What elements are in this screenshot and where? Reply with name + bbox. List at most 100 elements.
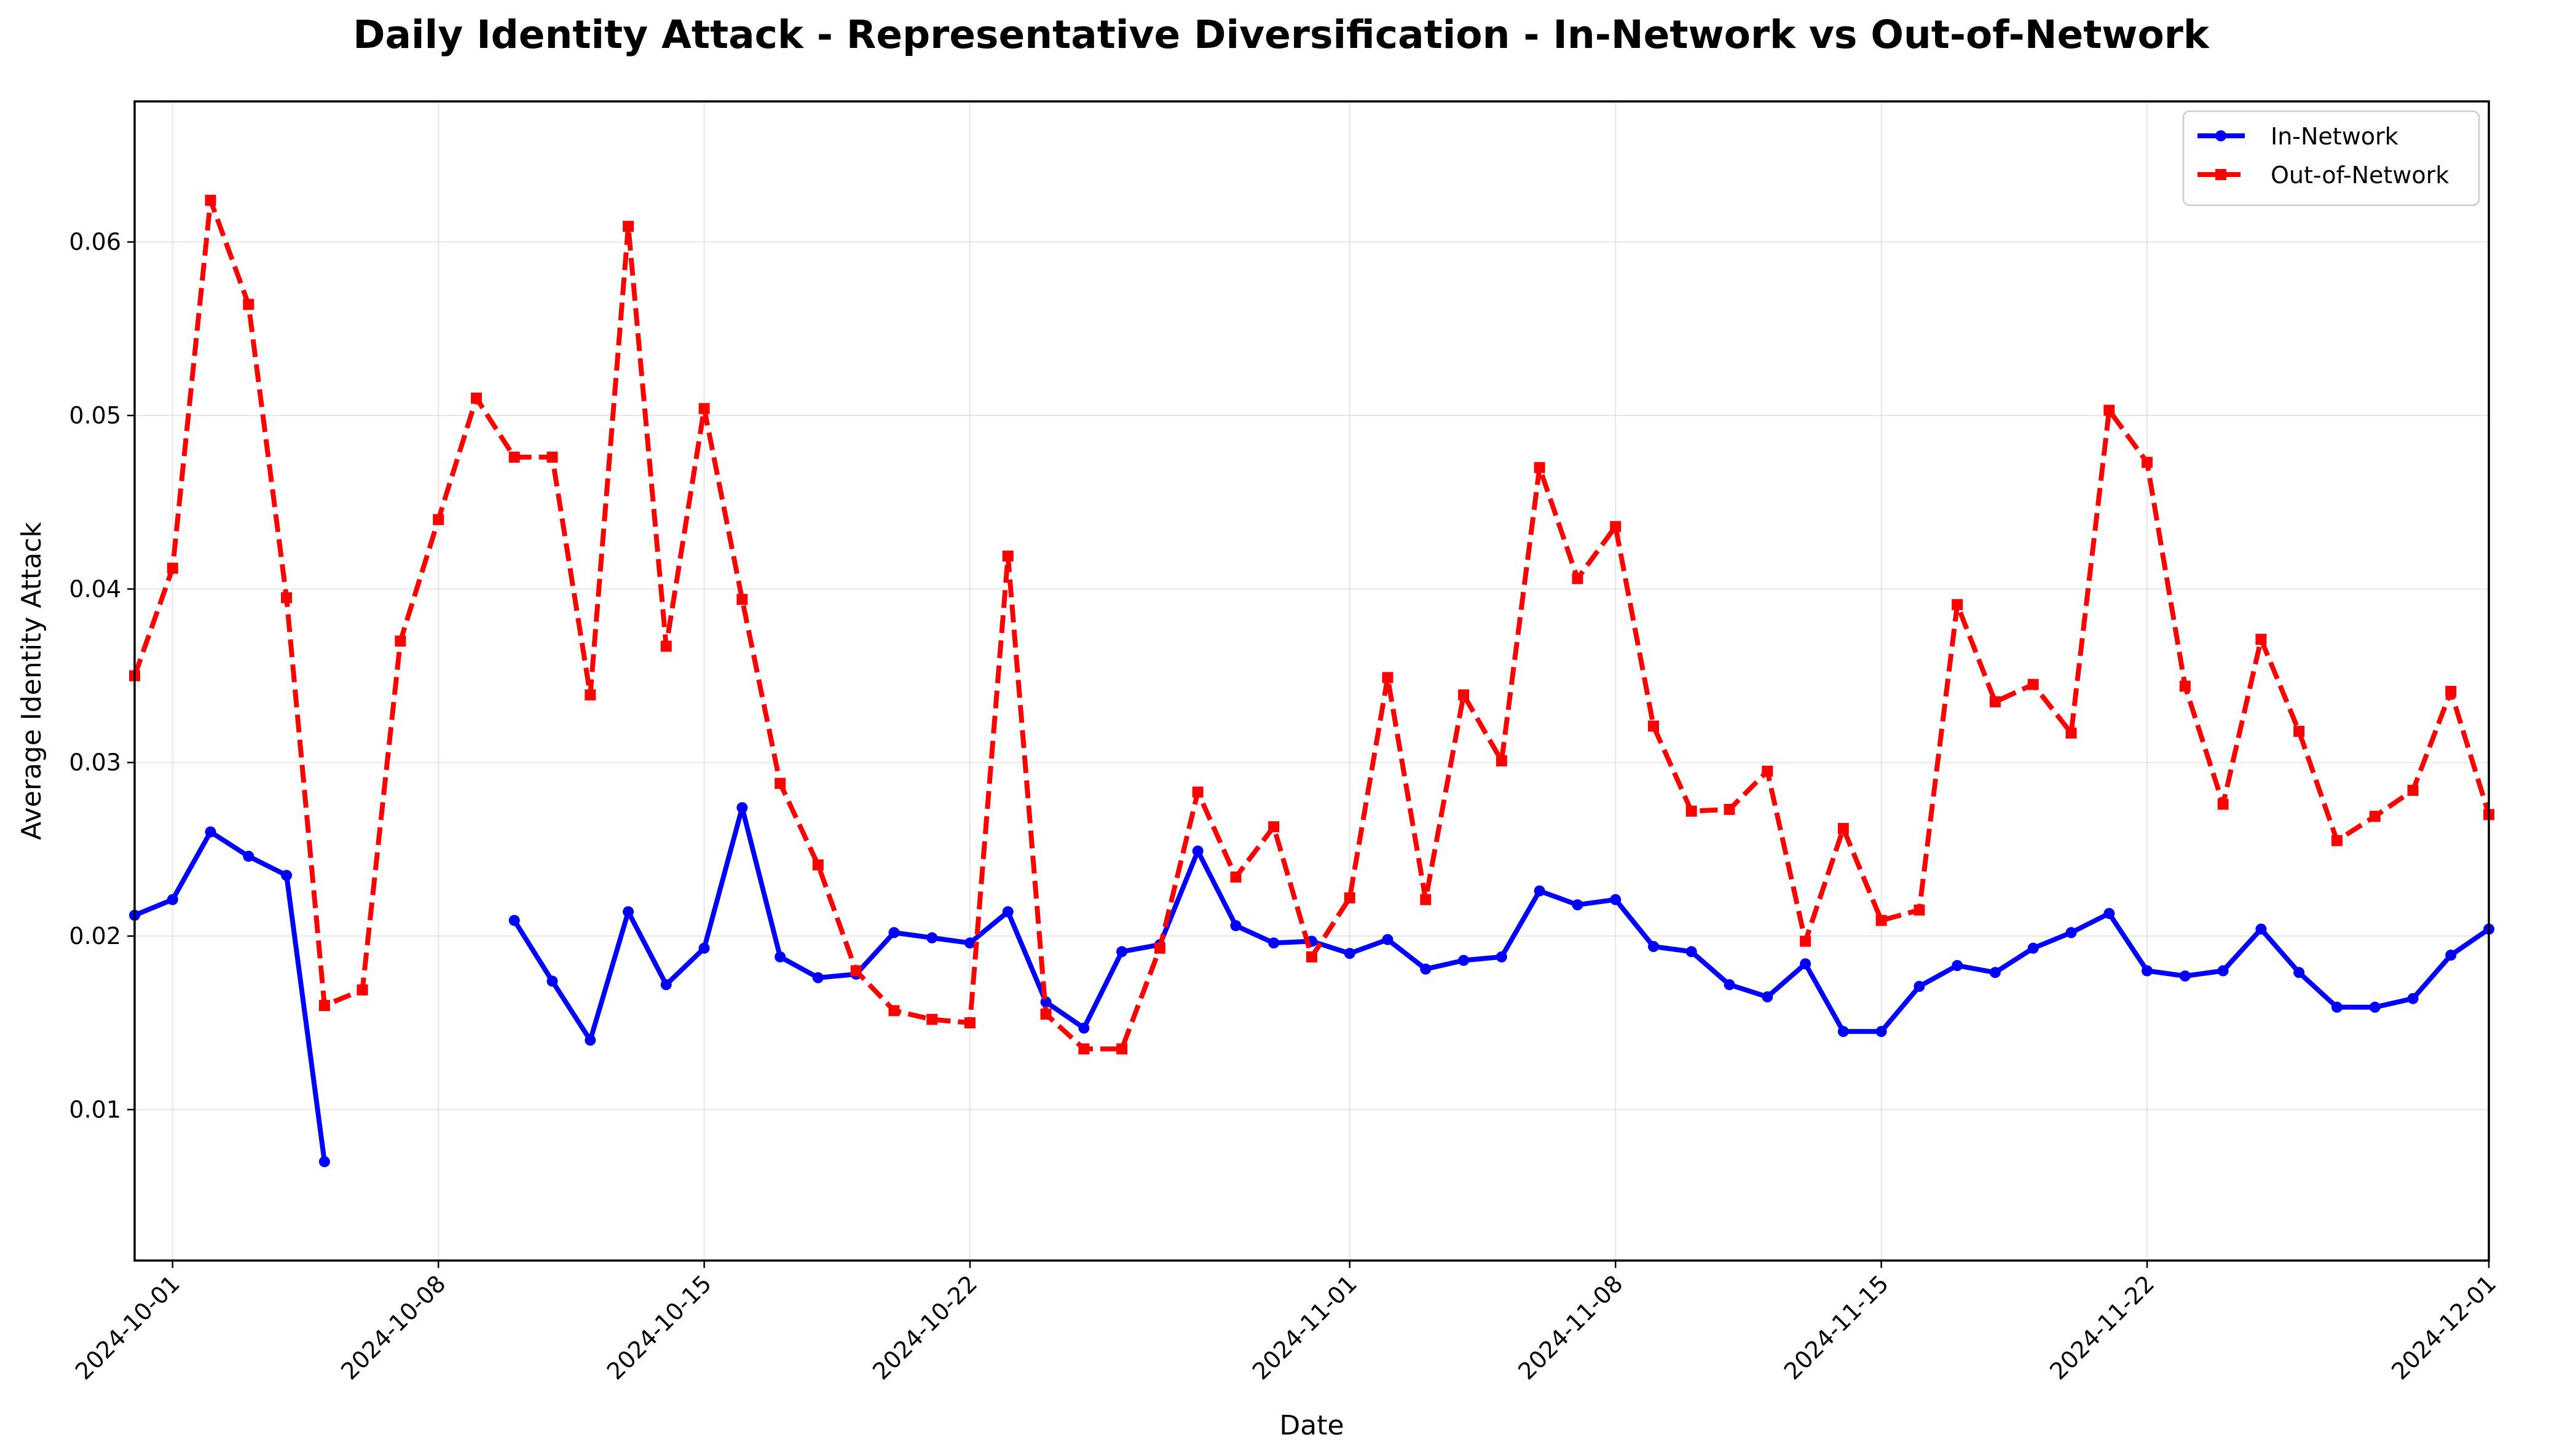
data-point-out-of-network xyxy=(1078,1043,1090,1055)
data-point-in-network xyxy=(2255,923,2267,935)
data-point-out-of-network xyxy=(2293,725,2305,737)
data-point-in-network xyxy=(1496,951,1507,962)
data-point-in-network xyxy=(2103,908,2115,919)
data-point-out-of-network xyxy=(1154,942,1165,954)
data-point-out-of-network xyxy=(2331,835,2343,846)
data-point-out-of-network xyxy=(205,194,216,206)
data-point-in-network xyxy=(1230,920,1242,932)
data-point-in-network xyxy=(1534,885,1545,897)
data-point-in-network xyxy=(1420,963,1432,975)
data-point-in-network xyxy=(1572,899,1583,911)
data-point-in-network xyxy=(546,975,558,987)
data-point-out-of-network xyxy=(2103,404,2115,416)
data-point-out-of-network xyxy=(2217,798,2229,810)
data-point-out-of-network xyxy=(1534,462,1545,473)
data-point-out-of-network xyxy=(1875,915,1887,926)
data-point-out-of-network xyxy=(1496,755,1507,766)
data-point-in-network xyxy=(2179,970,2191,982)
data-point-out-of-network xyxy=(281,592,293,604)
data-point-out-of-network xyxy=(1344,892,1355,903)
y-tick-label: 0.02 xyxy=(69,923,121,950)
data-point-in-network xyxy=(736,802,748,814)
data-point-out-of-network xyxy=(508,451,520,463)
data-point-in-network xyxy=(2217,965,2229,977)
data-point-in-network xyxy=(2065,927,2077,939)
data-point-in-network xyxy=(623,906,634,918)
data-point-in-network xyxy=(508,915,520,926)
data-point-in-network xyxy=(1458,954,1470,966)
data-point-in-network xyxy=(1610,894,1622,905)
data-point-out-of-network xyxy=(850,965,862,977)
data-point-out-of-network xyxy=(471,392,482,404)
data-point-out-of-network xyxy=(1685,805,1697,817)
data-point-out-of-network xyxy=(926,1013,938,1025)
data-point-out-of-network xyxy=(775,777,786,789)
data-point-out-of-network xyxy=(1268,821,1280,833)
data-point-in-network xyxy=(1685,946,1697,958)
data-point-out-of-network xyxy=(2179,680,2191,692)
data-point-out-of-network xyxy=(1420,894,1432,905)
legend-in-network-marker xyxy=(2215,130,2226,141)
data-point-in-network xyxy=(2142,965,2153,977)
data-point-out-of-network xyxy=(623,221,634,232)
data-point-in-network xyxy=(1268,937,1280,949)
data-point-out-of-network xyxy=(1800,935,1811,947)
data-point-out-of-network xyxy=(1230,872,1242,883)
data-point-out-of-network xyxy=(433,514,444,525)
data-point-in-network xyxy=(2407,993,2419,1004)
series-in-network xyxy=(129,802,2494,1168)
data-point-out-of-network xyxy=(1952,599,1963,610)
data-point-in-network xyxy=(205,826,216,838)
plot-frame xyxy=(133,100,2490,1262)
data-point-out-of-network xyxy=(1724,803,1735,815)
data-point-in-network xyxy=(1040,996,1052,1008)
data-point-in-network xyxy=(1192,845,1204,857)
legend-out-of-network-label: Out-of-Network xyxy=(2271,162,2449,189)
data-point-out-of-network xyxy=(1192,786,1204,798)
data-point-in-network xyxy=(2445,950,2457,961)
data-point-in-network xyxy=(2027,942,2039,954)
data-point-out-of-network xyxy=(357,984,368,996)
data-point-out-of-network xyxy=(888,1005,900,1017)
y-tick-label: 0.04 xyxy=(69,575,121,602)
grid xyxy=(135,101,2489,1261)
data-point-in-network xyxy=(1078,1022,1090,1034)
data-point-out-of-network xyxy=(1382,672,1393,683)
data-point-in-network xyxy=(1914,980,1925,992)
data-point-in-network xyxy=(318,1156,330,1168)
data-point-out-of-network xyxy=(243,299,254,310)
data-point-in-network xyxy=(1952,960,1963,971)
x-axis-label: Date xyxy=(1279,1410,1344,1441)
data-point-in-network xyxy=(1344,948,1355,959)
y-tick-label: 0.05 xyxy=(69,402,121,429)
data-point-in-network xyxy=(1989,967,2001,978)
data-point-out-of-network xyxy=(2407,784,2419,796)
data-point-out-of-network xyxy=(1458,689,1470,701)
data-point-out-of-network xyxy=(2142,457,2153,468)
data-point-out-of-network xyxy=(698,403,710,414)
data-point-in-network xyxy=(698,942,710,954)
data-point-in-network xyxy=(1116,946,1128,958)
data-point-out-of-network xyxy=(2369,811,2381,822)
y-tick-label: 0.01 xyxy=(69,1096,121,1123)
data-point-in-network xyxy=(964,937,976,949)
data-point-out-of-network xyxy=(1610,521,1622,532)
data-point-in-network xyxy=(1875,1026,1887,1037)
data-point-out-of-network xyxy=(1002,550,1014,562)
legend-box xyxy=(2182,110,2480,207)
data-point-out-of-network xyxy=(660,640,672,652)
y-tick-label: 0.06 xyxy=(69,229,121,256)
data-point-out-of-network xyxy=(1572,573,1583,584)
legend-in-network-label: In-Network xyxy=(2271,123,2398,150)
legend: In-Network Out-of-Network xyxy=(2182,110,2480,207)
data-point-in-network xyxy=(2293,967,2305,978)
y-axis-label: Average Identity Attack xyxy=(16,522,47,840)
series-line-in-network xyxy=(133,829,327,1162)
data-point-out-of-network xyxy=(1306,951,1317,962)
data-point-in-network xyxy=(1837,1026,1849,1037)
data-point-out-of-network xyxy=(812,859,824,871)
data-point-out-of-network xyxy=(318,1000,330,1011)
data-point-out-of-network xyxy=(2065,727,2077,739)
